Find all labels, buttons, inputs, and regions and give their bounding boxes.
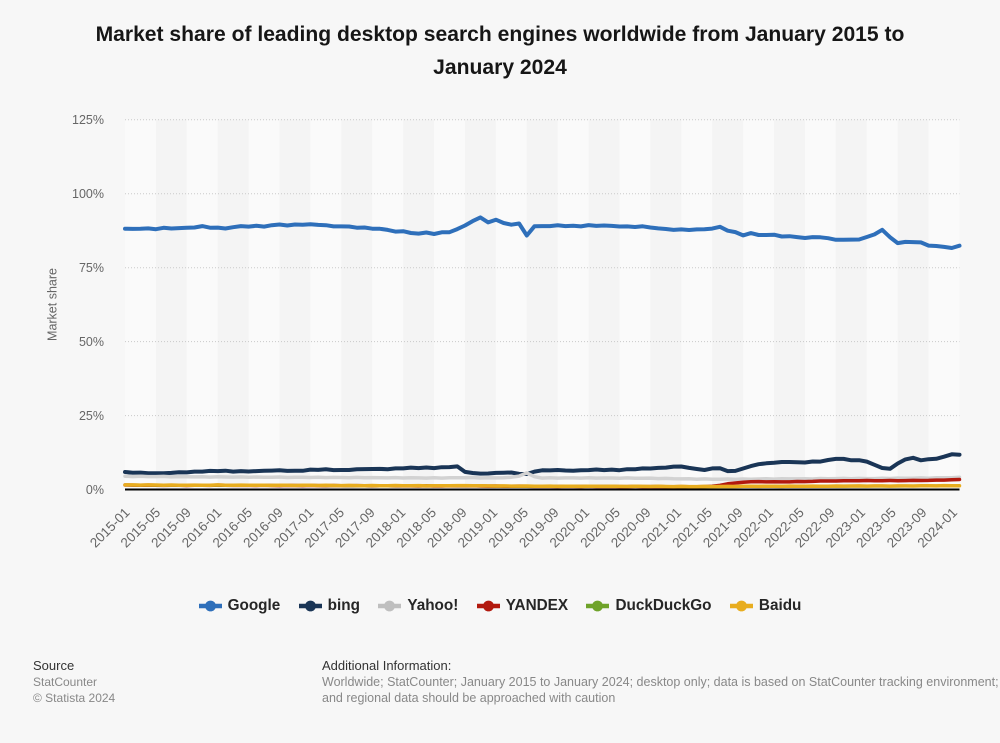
svg-text:100%: 100%	[72, 187, 104, 201]
svg-text:0%: 0%	[86, 483, 104, 497]
svg-text:75%: 75%	[79, 261, 104, 275]
svg-text:50%: 50%	[79, 335, 104, 349]
svg-text:125%: 125%	[72, 113, 104, 127]
svg-text:25%: 25%	[79, 409, 104, 423]
svg-text:Market share: Market share	[46, 268, 60, 341]
